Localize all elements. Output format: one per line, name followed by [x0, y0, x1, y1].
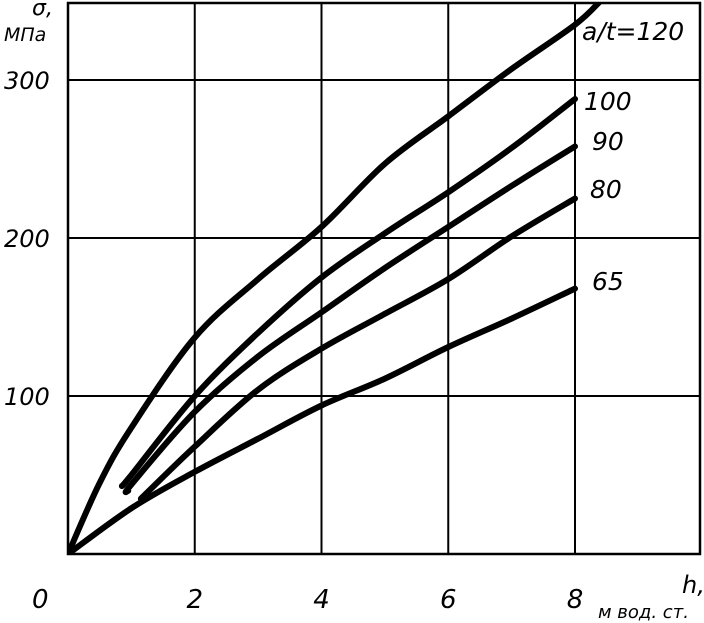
series-labels: a/t=120 100 90 80 65 [582, 17, 684, 296]
series-label-5: 65 [592, 267, 624, 296]
tick-labels: 2 4 6 8 100 200 300 [4, 67, 583, 615]
series-label-3: 90 [592, 127, 624, 156]
series-line-3 [122, 143, 578, 496]
y-axis-label: σ, [32, 0, 53, 21]
y-tick-label: 100 [4, 383, 50, 411]
y-axis-unit: МПа [4, 24, 46, 46]
series-lines [68, 3, 603, 554]
x-tick-label: 2 [186, 585, 203, 615]
series-line-2 [118, 96, 578, 490]
origin-label: 0 [32, 585, 49, 615]
series-line-4 [137, 195, 578, 502]
y-tick-label: 200 [4, 225, 50, 253]
x-tick-label: 4 [313, 585, 330, 615]
series-line-5 [68, 285, 578, 554]
x-axis-unit: м вод. ст. [598, 602, 689, 623]
y-tick-label: 300 [4, 67, 50, 95]
series-label-2: 100 [584, 87, 632, 116]
series-line-1 [68, 3, 603, 554]
x-axis-label: h, [682, 571, 704, 599]
plot-frame [66, 1, 702, 556]
x-tick-label: 6 [440, 585, 457, 615]
series-label-4: 80 [590, 175, 622, 204]
series-label-1: a/t=120 [582, 17, 684, 46]
grid [68, 3, 700, 554]
x-tick-label: 8 [567, 585, 584, 615]
